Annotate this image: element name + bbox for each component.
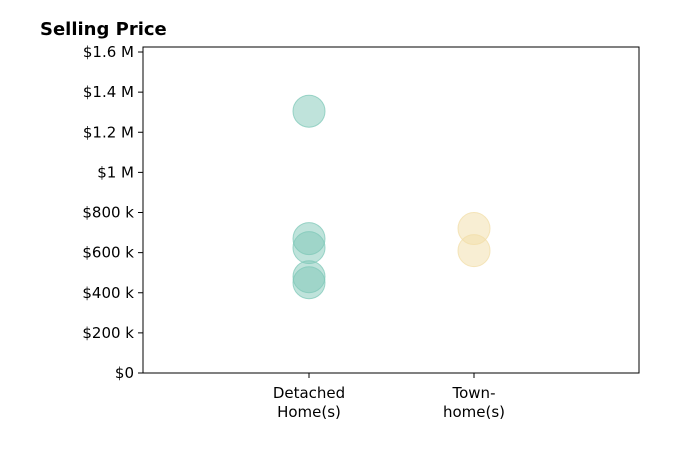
y-axis: $0 $200 k $400 k $600 k $800 k $1 M $1.2 M $1.4… bbox=[82, 43, 143, 382]
y-tick-label: $1.2 M bbox=[83, 123, 134, 141]
scatter-point bbox=[292, 266, 326, 300]
scatter-point bbox=[457, 234, 491, 268]
y-tick-label: $1.4 M bbox=[83, 83, 134, 101]
chart-title: Selling Price bbox=[40, 19, 167, 40]
y-tick-label: $200 k bbox=[82, 324, 134, 342]
x-tick-label: home(s) bbox=[443, 403, 505, 421]
x-tick-label: Town- bbox=[452, 384, 496, 402]
y-tick-label: $1.6 M bbox=[83, 43, 134, 61]
plot-area-frame bbox=[142, 46, 640, 374]
scatter-point bbox=[292, 231, 326, 265]
y-tick-label: $1 M bbox=[97, 163, 134, 181]
x-tick-label: Detached bbox=[273, 384, 345, 402]
y-tick-label: $800 k bbox=[82, 204, 134, 222]
x-tick-label: Home(s) bbox=[277, 403, 341, 421]
scatter-point bbox=[292, 94, 326, 128]
y-tick-label: $400 k bbox=[82, 284, 134, 302]
chart-marks bbox=[292, 94, 491, 300]
y-tick-label: $0 bbox=[115, 364, 134, 382]
y-tick-label: $600 k bbox=[82, 244, 134, 262]
